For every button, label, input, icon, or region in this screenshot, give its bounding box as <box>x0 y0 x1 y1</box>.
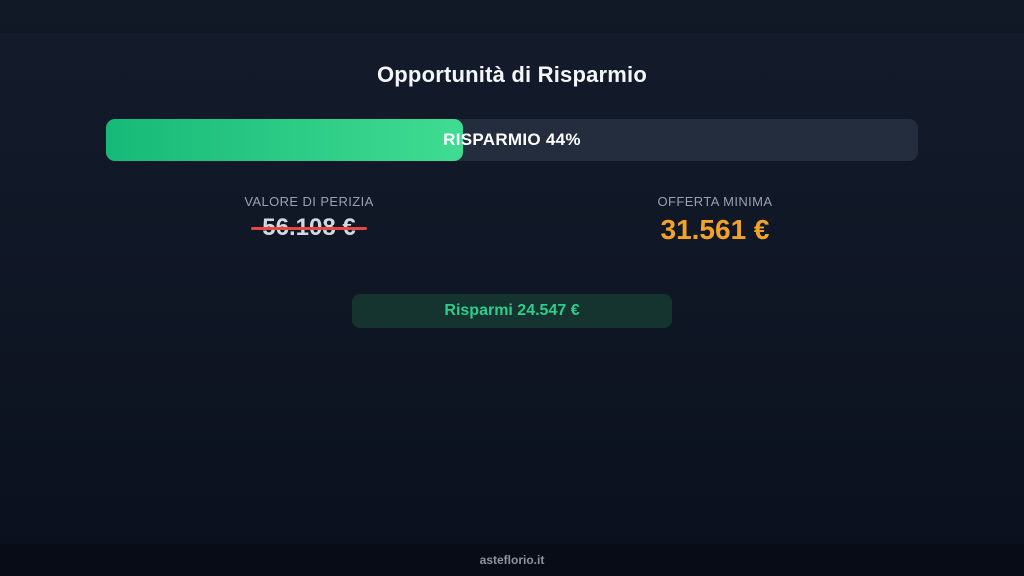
page-title: Opportunità di Risparmio <box>376 62 648 87</box>
site-name: asteflorio.it <box>479 553 545 567</box>
top-bar <box>0 0 1024 33</box>
minimum-offer-block: OFFERTA MINIMA 31.561 € <box>512 194 918 246</box>
savings-progress-bar: RISPARMIO 44% <box>106 119 918 161</box>
progress-bar-fill <box>106 119 464 161</box>
appraisal-value-amount: 56.108 € <box>106 214 512 242</box>
minimum-offer-label: OFFERTA MINIMA <box>657 194 773 209</box>
savings-badge: Risparmi 24.547 € <box>352 294 672 328</box>
main-content: Opportunità di Risparmio RISPARMIO 44% V… <box>106 62 918 328</box>
appraisal-value-block: VALORE DI PERIZIA 56.108 € <box>106 194 512 246</box>
appraisal-struck-value: 56.108 € <box>251 214 368 241</box>
footer: asteflorio.it <box>0 544 1024 576</box>
progress-bar-label: RISPARMIO 44% <box>443 130 581 149</box>
values-row: VALORE DI PERIZIA 56.108 € OFFERTA MINIM… <box>106 194 918 246</box>
appraisal-value-label: VALORE DI PERIZIA <box>244 194 374 209</box>
minimum-offer-amount: 31.561 € <box>660 214 770 245</box>
